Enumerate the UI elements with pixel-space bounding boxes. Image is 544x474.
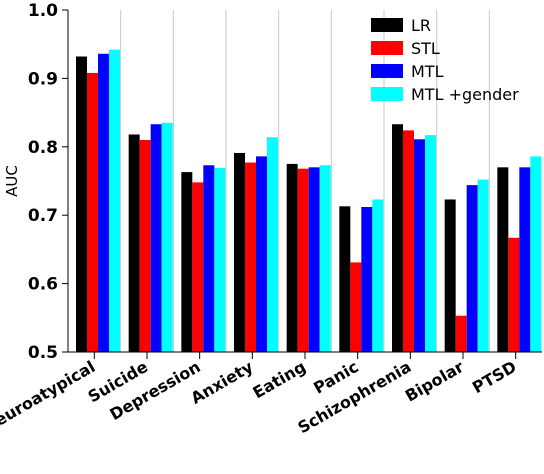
bar-stl-depression <box>192 182 204 352</box>
bar-stl-suicide <box>139 139 151 352</box>
bar-mtl-gender-ptsd <box>530 156 542 352</box>
legend-label: LR <box>411 16 431 35</box>
bar-mtl-anxiety <box>256 156 267 352</box>
bar-stl-neuroatypical <box>87 72 98 352</box>
bar-stl-anxiety <box>245 162 256 352</box>
bar-lr-anxiety <box>234 152 245 352</box>
legend-swatch <box>371 18 403 32</box>
legend-swatch <box>371 41 403 55</box>
y-tick-label: 0.5 <box>28 343 58 363</box>
bar-mtl-bipolar <box>466 185 478 352</box>
y-axis-title: AUC <box>3 165 21 197</box>
bar-lr-depression <box>181 172 193 352</box>
y-tick-label: 0.7 <box>28 206 58 226</box>
x-category-label: Bipolar <box>402 357 467 406</box>
legend-label: STL <box>411 39 440 58</box>
bar-mtl-gender-panic <box>372 199 384 352</box>
bar-mtl-eating <box>308 167 320 352</box>
bar-lr-neuroatypical <box>76 56 87 353</box>
bar-stl-panic <box>350 262 362 352</box>
x-category-label: PTSD <box>469 357 520 397</box>
bar-mtl-gender-neuroatypical <box>109 49 120 353</box>
x-category-label: Neuroatypical <box>0 357 98 437</box>
bar-mtl-ptsd <box>519 167 531 352</box>
y-tick-label: 0.9 <box>28 69 58 89</box>
legend-label: MTL <box>411 62 444 81</box>
bar-mtl-gender-suicide <box>161 122 173 352</box>
legend: LR STL MTL MTL +gender <box>371 16 519 104</box>
y-tick-labels: 0.5 0.6 0.7 0.8 0.9 1.0 <box>28 1 68 363</box>
legend-swatch <box>371 64 403 78</box>
y-tick-label: 1.0 <box>28 1 58 21</box>
legend-swatch <box>371 87 403 101</box>
bar-mtl-suicide <box>150 124 162 352</box>
bar-mtl-panic <box>361 206 373 352</box>
bar-stl-bipolar <box>455 315 467 352</box>
x-category-label: Eating <box>250 357 309 402</box>
bar-mtl-neuroatypical <box>98 53 109 352</box>
bar-mtl-gender-anxiety <box>267 137 278 352</box>
bar-lr-ptsd <box>497 167 509 352</box>
bar-lr-schizophrenia <box>392 124 403 352</box>
bars-group <box>76 49 542 353</box>
bar-mtl-gender-eating <box>319 165 331 352</box>
bar-mtl-schizophrenia <box>414 139 425 352</box>
bar-mtl-gender-schizophrenia <box>425 135 436 352</box>
bar-stl-schizophrenia <box>403 130 414 352</box>
bar-lr-bipolar <box>444 199 456 352</box>
y-tick-label: 0.6 <box>28 275 58 295</box>
bar-lr-suicide <box>128 134 140 352</box>
bar-stl-ptsd <box>508 237 520 352</box>
bar-mtl-depression <box>203 165 215 352</box>
x-category-labels: NeuroatypicalSuicideDepressionAnxietyEat… <box>0 352 520 437</box>
bar-lr-eating <box>286 163 298 352</box>
bar-stl-eating <box>297 168 309 352</box>
legend-label: MTL +gender <box>411 85 519 104</box>
bar-mtl-gender-depression <box>214 168 226 352</box>
bar-lr-panic <box>339 206 351 352</box>
y-tick-label: 0.8 <box>28 138 58 158</box>
bar-mtl-gender-bipolar <box>477 179 489 352</box>
